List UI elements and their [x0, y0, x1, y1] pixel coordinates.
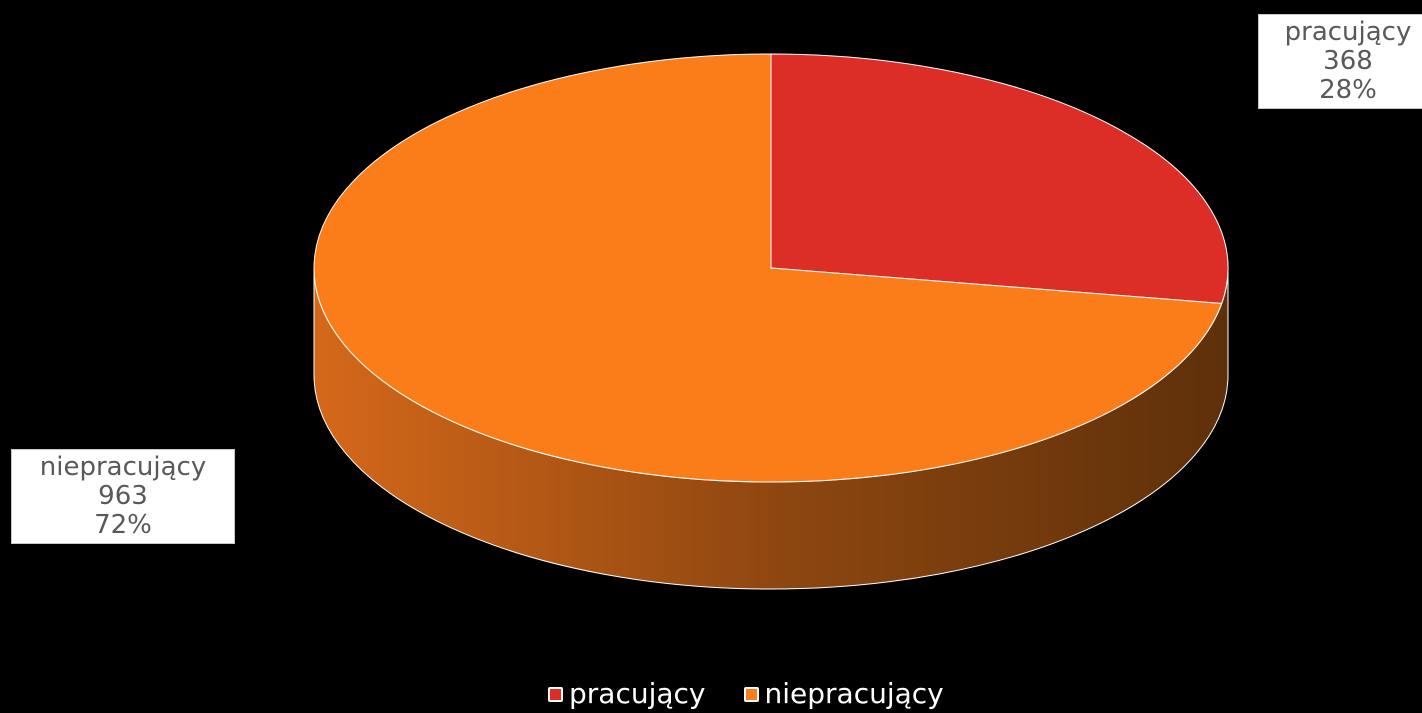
legend-swatch-pracujacy: [548, 686, 563, 702]
legend-item-niepracujacy[interactable]: niepracujący: [743, 677, 944, 710]
data-label-percent: 72%: [94, 510, 152, 540]
pie-slice-pracujacy[interactable]: [770, 53, 1229, 304]
data-label-value: 368: [1323, 46, 1373, 76]
legend-label: pracujący: [569, 677, 706, 710]
legend-label: niepracujący: [764, 677, 944, 710]
legend-swatch-niepracujacy: [743, 686, 759, 702]
data-label-niepracujacy: niepracujący 963 72%: [11, 449, 235, 544]
legend-item-pracujacy[interactable]: pracujący: [548, 678, 706, 710]
data-label-category: niepracujący: [39, 452, 207, 482]
chart-legend: pracujący niepracujący: [548, 676, 944, 712]
pie-slice-niepracujacy[interactable]: [313, 53, 1223, 483]
data-label-pracujacy: pracujący 368 28%: [1258, 14, 1422, 109]
pie-top-face: [313, 53, 1229, 483]
data-label-category: pracujący: [1284, 17, 1412, 47]
data-label-percent: 28%: [1319, 75, 1377, 105]
data-label-value: 963: [98, 481, 148, 511]
